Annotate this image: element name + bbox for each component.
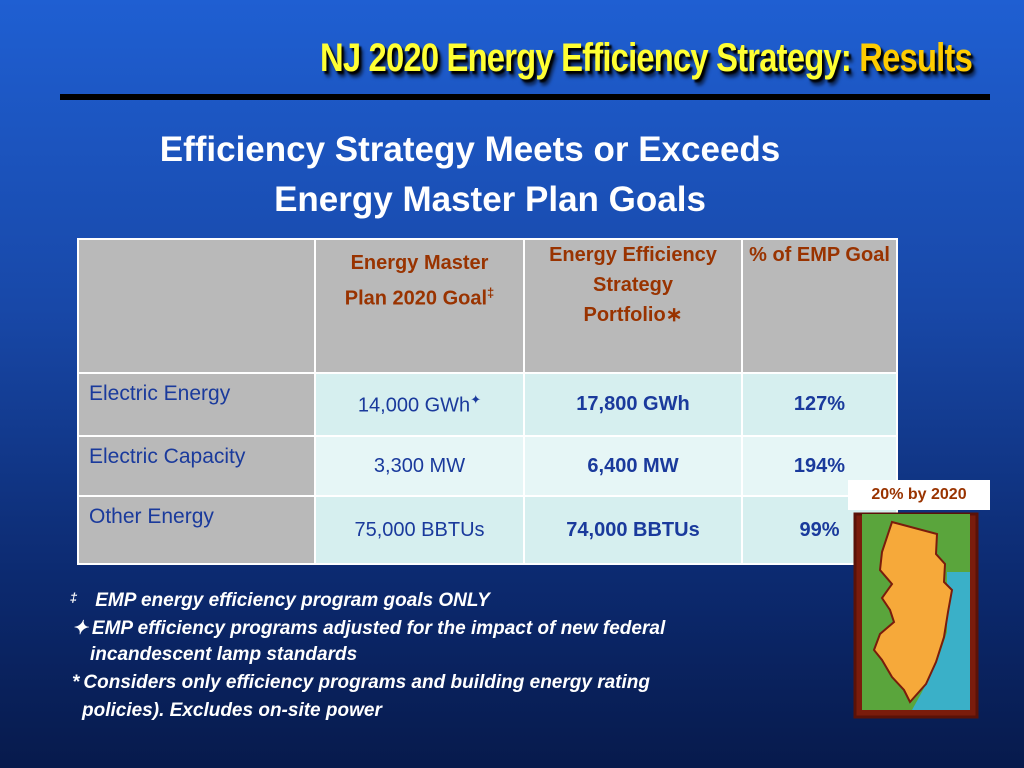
title-highlight: Results [859,36,973,80]
goal-value: 14,000 GWh [357,394,471,417]
row-label: Electric Energy [77,372,316,437]
portfolio-cell: 6,400 MW [523,435,743,497]
header-text: Energy Master Plan 2020 Goal [344,252,489,310]
footnote: ✦ EMP efficiency programs adjusted for th… [72,617,665,640]
header-cell: Energy Master Plan 2020 Goal‡ [314,238,525,374]
header-text: % of EMP Goal [749,244,890,266]
header-mark: ∗ [665,304,683,326]
goal-cell: 75,000 BBTUs [314,495,525,565]
header-text: Energy Efficiency Strategy Portfolio [549,244,717,326]
row-label: Other Energy [77,495,316,565]
footnote-text: incandescent lamp standards [90,644,358,665]
footnote: * Considers only efficiency programs and … [72,672,650,694]
nj-map [853,512,979,719]
footnote-symbol: ✦ [72,618,88,639]
subtitle-line: Efficiency Strategy Meets or Exceeds [159,130,781,169]
header-mark: ‡ [487,285,495,300]
footnote-text: Considers only efficiency programs and b… [83,672,651,693]
title: NJ 2020 Energy Efficiency Strategy: Resu… [224,36,973,81]
subtitle-line: Energy Master Plan Goals [274,180,706,219]
nj-outline [872,520,954,704]
footnote: ‡ EMP energy efficiency program goals ONL… [70,590,490,612]
portfolio-cell: 74,000 BBTUs [523,495,743,565]
badge: 20% by 2020 [848,480,990,510]
title-rule [60,94,990,100]
footnote-text: EMP efficiency programs adjusted for the… [91,618,666,639]
footnote-text: policies). Excludes on-site power [82,700,382,721]
percent-cell: 127% [741,372,898,437]
map-water [912,572,970,710]
goal-cell: 14,000 GWh✦ [314,372,525,437]
row-label: Electric Capacity [77,435,316,497]
portfolio-cell: 17,800 GWh [523,372,743,437]
footnote-text: EMP energy efficiency program goals ONLY [95,590,490,611]
goal-mark: ✦ [470,391,482,407]
results-table: Energy Master Plan 2020 Goal‡ Energy Eff… [77,238,898,565]
footnote-symbol: ‡ [70,590,78,605]
percent-cell: 194% [741,435,898,497]
header-cell: Energy Efficiency Strategy Portfolio∗ [523,238,743,374]
corner-cell [77,238,316,374]
title-main: NJ 2020 Energy Efficiency Strategy: [319,36,852,80]
header-cell: % of EMP Goal [741,238,898,374]
footnote-symbol: * [72,672,80,693]
goal-cell: 3,300 MW [314,435,525,497]
